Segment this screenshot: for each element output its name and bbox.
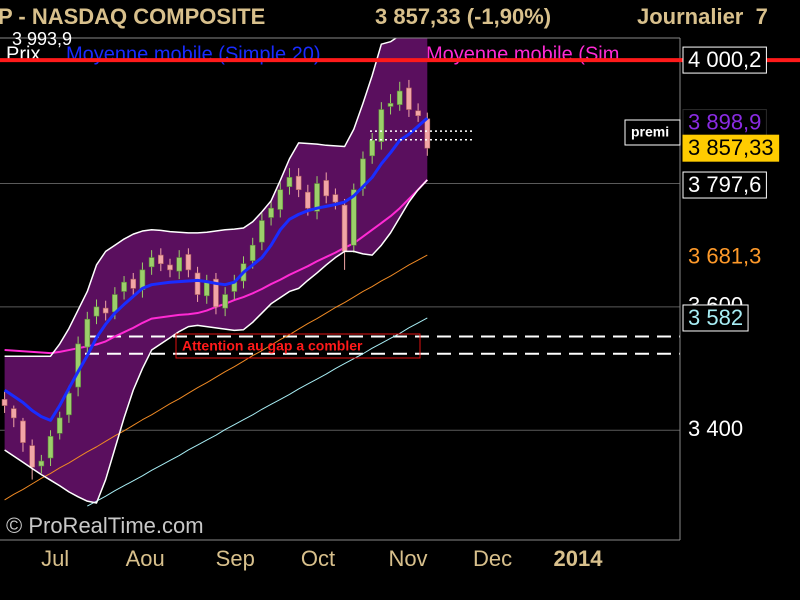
bollinger-upper bbox=[4, 38, 398, 357]
candle-body bbox=[84, 318, 91, 348]
candle-body bbox=[185, 254, 192, 271]
candle-body bbox=[286, 177, 293, 187]
plot-area bbox=[0, 38, 680, 507]
level-label: 3 797,6 bbox=[688, 172, 761, 197]
candle-body bbox=[341, 204, 348, 252]
candle-body bbox=[396, 90, 403, 105]
candle-body bbox=[102, 307, 109, 314]
x-tick-label: 2014 bbox=[554, 546, 604, 571]
candle-body bbox=[121, 281, 127, 292]
candle-body bbox=[222, 294, 228, 309]
x-tick-label: Nov bbox=[388, 546, 427, 571]
candle-body bbox=[369, 140, 375, 157]
level-box bbox=[682, 134, 780, 162]
candle-body bbox=[167, 264, 173, 271]
bollinger-fill bbox=[4, 38, 428, 503]
x-tick-label: Dec bbox=[473, 546, 512, 571]
level-box bbox=[682, 171, 767, 199]
candle-body bbox=[194, 272, 201, 295]
candle-body bbox=[148, 257, 155, 268]
x-tick-label: Jul bbox=[41, 546, 69, 571]
candle-body bbox=[56, 417, 63, 434]
candle-body bbox=[305, 191, 311, 209]
x-tick-label: Sep bbox=[216, 546, 255, 571]
level-label: 3 898,9 bbox=[688, 109, 761, 134]
overlay: 3 4003 6003 800JulAouSepOctNovDec2014Att… bbox=[0, 29, 800, 571]
level-label: 3 582 bbox=[688, 305, 743, 330]
candle-body bbox=[323, 180, 330, 197]
level-label: 4 000,2 bbox=[688, 47, 761, 72]
candle-body bbox=[203, 281, 210, 297]
level-label: 3 857,33 bbox=[688, 135, 774, 160]
level-box bbox=[682, 304, 749, 332]
watermark: © ProRealTime.com bbox=[6, 513, 204, 538]
candle-body bbox=[378, 109, 385, 142]
candle-body bbox=[10, 408, 17, 419]
last-price: 3 857,33 (-1,90%) bbox=[375, 4, 551, 29]
candle-body bbox=[350, 189, 357, 246]
candle-body bbox=[66, 392, 72, 416]
annotation-box bbox=[175, 333, 421, 359]
candle-body bbox=[277, 189, 284, 210]
candle-body bbox=[112, 294, 118, 313]
candle-body bbox=[387, 103, 394, 107]
candle-body bbox=[259, 220, 265, 243]
candle-body bbox=[38, 460, 45, 467]
candle-body bbox=[176, 257, 182, 272]
candle-body bbox=[249, 244, 256, 261]
candle-body bbox=[29, 445, 35, 468]
x-tick-label: Oct bbox=[301, 546, 335, 571]
level-label: 3 681,3 bbox=[688, 244, 761, 269]
candle-body bbox=[213, 278, 219, 308]
candle-body bbox=[75, 343, 81, 388]
side-label-box bbox=[624, 119, 681, 146]
side-label: premi bbox=[631, 124, 669, 140]
chart-title: P - NASDAQ COMPOSITE bbox=[0, 4, 265, 29]
level-box bbox=[682, 46, 767, 74]
candle-body bbox=[158, 254, 164, 265]
level-box bbox=[682, 243, 767, 271]
candle-body bbox=[314, 183, 320, 212]
bollinger-lower bbox=[4, 179, 428, 504]
candle-body bbox=[1, 399, 8, 406]
candle-body bbox=[130, 278, 137, 289]
candle-body bbox=[295, 175, 302, 191]
candle-body bbox=[424, 118, 431, 149]
candle-body bbox=[415, 110, 421, 117]
candle-body bbox=[406, 87, 412, 110]
moving-average-line bbox=[3, 117, 429, 422]
candle-body bbox=[268, 207, 274, 218]
candle-body bbox=[93, 306, 100, 317]
y-tick-label: 3 400 bbox=[688, 416, 743, 441]
legend-value: 3 993,9 bbox=[12, 29, 72, 49]
x-tick-label: Aou bbox=[126, 546, 165, 571]
candle-body bbox=[332, 194, 339, 203]
candle-body bbox=[47, 436, 54, 459]
period: Journalier 7 bbox=[637, 4, 768, 29]
candle-body bbox=[20, 420, 26, 443]
moving-average-line bbox=[87, 317, 428, 507]
moving-average-line bbox=[4, 254, 428, 501]
annotation: Attention au gap a combler bbox=[182, 338, 363, 354]
